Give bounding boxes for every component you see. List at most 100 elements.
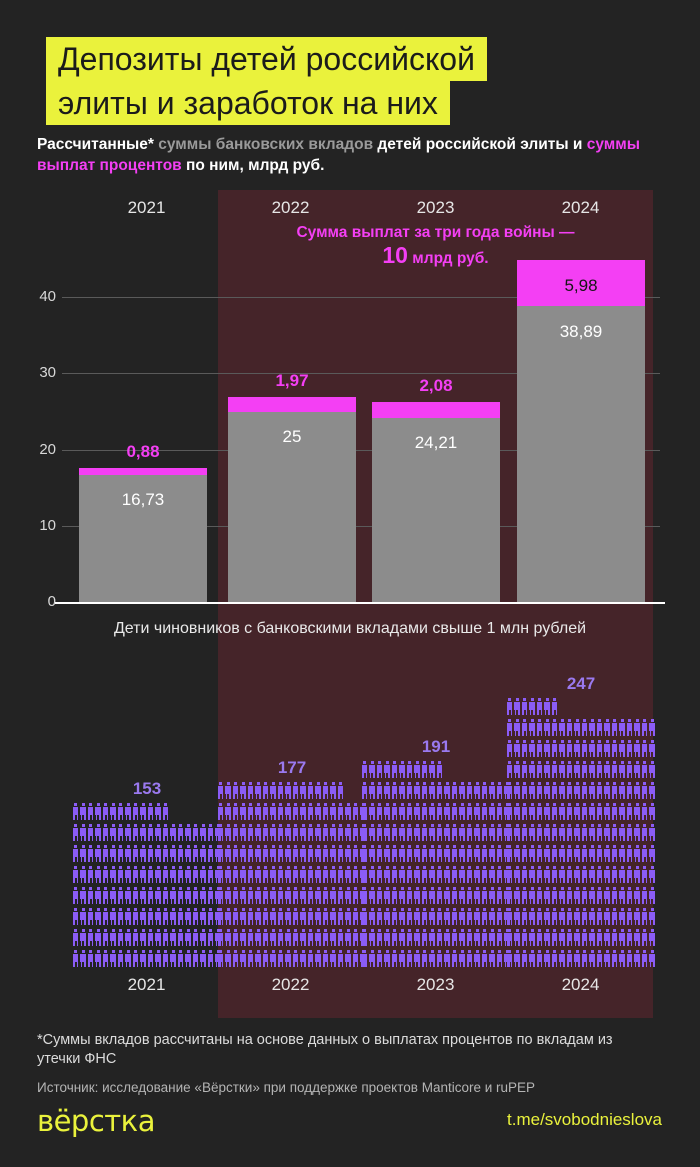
bar-interest-2022[interactable] <box>228 397 356 412</box>
person-icon <box>459 844 467 865</box>
person-icon <box>649 949 657 970</box>
person-icon <box>611 865 619 886</box>
person-icon <box>270 802 278 823</box>
person-icon <box>421 802 429 823</box>
person-icon <box>444 949 452 970</box>
person-icon <box>489 865 497 886</box>
person-icon <box>384 844 392 865</box>
picto-group-2021[interactable]: 153 <box>72 779 222 970</box>
bar-interest-2023[interactable] <box>372 402 500 418</box>
bar-year-label-2024: 2024 <box>561 198 600 217</box>
person-icon <box>414 886 422 907</box>
person-icon <box>376 844 384 865</box>
person-icon <box>117 928 125 949</box>
bar-deposits-2023[interactable] <box>372 418 500 602</box>
person-icon <box>262 802 270 823</box>
person-icon <box>399 886 407 907</box>
person-icon <box>474 781 482 802</box>
person-icon <box>604 718 612 739</box>
person-icon <box>559 718 567 739</box>
person-icon <box>589 760 597 781</box>
picto-row <box>506 928 656 949</box>
bar-deposits-2024[interactable] <box>517 306 645 602</box>
person-icon <box>391 802 399 823</box>
person-icon <box>444 928 452 949</box>
person-icon <box>330 844 338 865</box>
person-icon <box>270 823 278 844</box>
person-icon <box>285 928 293 949</box>
person-icon <box>232 781 240 802</box>
bar-stack-2022[interactable]: 25 1,97 <box>228 190 356 602</box>
person-icon <box>147 823 155 844</box>
bar-deposits-2021[interactable] <box>79 475 207 602</box>
person-icon <box>406 760 414 781</box>
person-icon <box>315 823 323 844</box>
person-icon <box>102 907 110 928</box>
verstka-logo: вёрстка <box>37 1104 155 1138</box>
person-icon <box>536 718 544 739</box>
person-icon <box>277 928 285 949</box>
person-icon <box>421 928 429 949</box>
person-icon <box>466 949 474 970</box>
person-icon <box>315 907 323 928</box>
person-icon <box>619 886 627 907</box>
person-icon <box>125 823 133 844</box>
person-icon <box>489 886 497 907</box>
person-icon <box>399 760 407 781</box>
person-icon <box>529 760 537 781</box>
bar-interest-2021[interactable] <box>79 468 207 475</box>
bar-stack-2024[interactable]: 38,89 5,98 <box>517 190 645 602</box>
person-icon <box>369 886 377 907</box>
person-icon <box>611 781 619 802</box>
person-icon <box>384 865 392 886</box>
person-icon <box>544 739 552 760</box>
picto-row <box>217 949 367 970</box>
person-icon <box>170 886 178 907</box>
person-icon <box>649 718 657 739</box>
person-icon <box>399 802 407 823</box>
person-icon <box>514 739 522 760</box>
person-icon <box>406 907 414 928</box>
person-icon <box>566 781 574 802</box>
person-icon <box>619 949 627 970</box>
person-icon <box>641 760 649 781</box>
picto-group-2024[interactable]: 247 <box>506 674 657 970</box>
person-icon <box>369 949 377 970</box>
person-icon <box>270 781 278 802</box>
picto-row <box>72 928 222 949</box>
person-icon <box>399 865 407 886</box>
person-icon <box>177 886 185 907</box>
person-icon <box>72 886 80 907</box>
bar-stack-2021[interactable]: 16,73 0,88 <box>79 190 207 602</box>
person-icon <box>506 844 514 865</box>
picto-group-2023[interactable]: 191 <box>361 737 511 970</box>
person-icon <box>596 760 604 781</box>
person-icon <box>300 781 308 802</box>
person-icon <box>536 739 544 760</box>
person-icon <box>140 928 148 949</box>
picto-row <box>361 844 511 865</box>
person-icon <box>170 907 178 928</box>
person-icon <box>421 907 429 928</box>
person-icon <box>192 928 200 949</box>
person-icon <box>514 865 522 886</box>
person-icon <box>604 928 612 949</box>
telegram-handle[interactable]: t.me/svobodnieslova <box>507 1110 662 1129</box>
person-icon <box>361 823 369 844</box>
person-icon <box>521 844 529 865</box>
bar-interest-2024[interactable] <box>517 260 645 306</box>
person-icon <box>611 739 619 760</box>
person-icon <box>521 802 529 823</box>
person-icon <box>459 907 467 928</box>
person-icon <box>559 739 567 760</box>
person-icon <box>559 760 567 781</box>
bar-deposits-2022[interactable] <box>228 412 356 602</box>
bar-stack-2023[interactable]: 24,21 2,08 <box>372 190 500 602</box>
person-icon <box>361 802 369 823</box>
picto-group-2022[interactable]: 177 <box>217 758 367 970</box>
person-icon <box>596 865 604 886</box>
picto-row <box>361 928 511 949</box>
person-icon <box>110 865 118 886</box>
person-icon <box>117 844 125 865</box>
